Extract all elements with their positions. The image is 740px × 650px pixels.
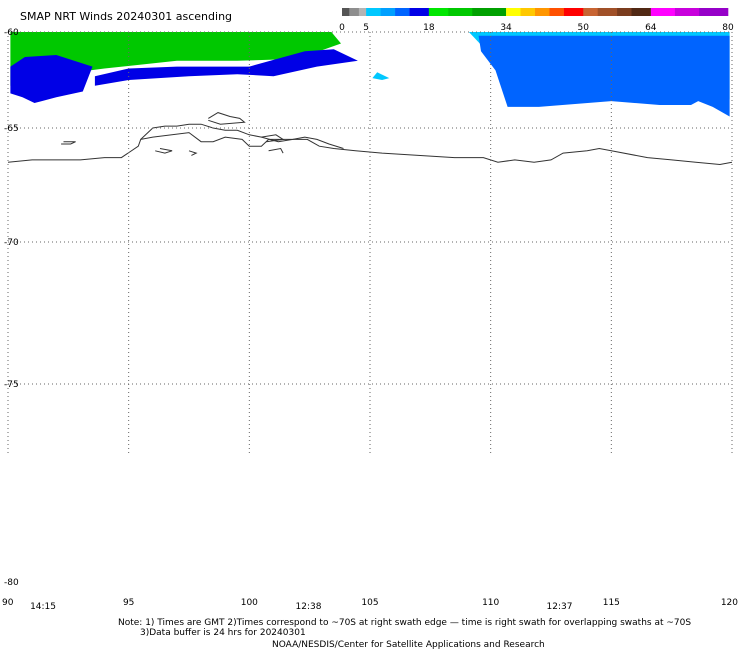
colorbar-segment: [358, 8, 367, 16]
latitude-tick-label: -60: [4, 28, 19, 38]
longitude-tick-label: 95: [123, 598, 134, 608]
wind-field-small-cyan: [372, 72, 390, 80]
colorbar-segment: [472, 8, 507, 16]
colorbar-tick-label: 50: [578, 23, 590, 33]
swath-time-label: 14:15: [30, 602, 56, 612]
colorbar-segment: [448, 8, 473, 16]
wind-field-mid-blue: [94, 49, 358, 86]
colorbar-segment: [409, 8, 430, 16]
colorbar-segment: [617, 8, 632, 16]
colorbar-segment: [699, 8, 729, 16]
longitude-labels: 90 95 100 105 110 115 120: [2, 598, 738, 608]
colorbar-segment: [428, 8, 449, 16]
longitude-tick-label: 100: [241, 598, 258, 608]
colorbar-segment: [674, 8, 700, 16]
coastline-island-3: [188, 150, 198, 156]
colorbar-segment: [650, 8, 676, 16]
wind-field-west-blue-low: [10, 55, 93, 103]
colorbar-segment: [366, 8, 381, 16]
colorbar-segment: [597, 8, 618, 16]
longitude-tick-label: 120: [721, 598, 738, 608]
colorbar-segment: [506, 8, 521, 16]
colorbar-segment: [549, 8, 565, 16]
latitude-tick-label: -65: [4, 124, 19, 134]
swath-time-labels: 14:15 12:38 12:37: [30, 602, 572, 612]
swath-time-label: 12:38: [296, 602, 322, 612]
latitude-labels: -60 -65 -70 -75 -80: [4, 28, 19, 588]
colorbar-tick-label: 64: [645, 23, 657, 33]
colorbar-segment: [631, 8, 652, 16]
coastline-island-5: [261, 134, 285, 143]
coastline-island-1: [61, 141, 76, 145]
colorbar-tick-label: 18: [423, 23, 435, 33]
coastline-shackleton: [140, 123, 344, 149]
wind-fields: [10, 32, 730, 117]
colorbar-segment: [395, 8, 410, 16]
longitude-tick-label: 90: [2, 598, 14, 608]
coastline-island-2: [155, 148, 173, 154]
colorbar-tick-label: 34: [500, 23, 512, 33]
colorbar-tick-label: 0: [339, 23, 345, 33]
colorbar-tick-label: 5: [363, 23, 369, 33]
colorbar-segment: [349, 8, 360, 16]
wind-field-east-blue: [478, 35, 730, 117]
colorbar-segment: [583, 8, 599, 16]
footer-credit: NOAA/NESDIS/Center for Satellite Applica…: [272, 640, 545, 650]
lat-lon-grid: [7, 31, 733, 456]
latitude-tick-label: -70: [4, 238, 19, 248]
colorbar-segment: [520, 8, 536, 16]
longitude-tick-label: 115: [603, 598, 620, 608]
colorbar-segment: [380, 8, 396, 16]
coastline-island-4: [268, 147, 284, 154]
colorbar-tick-labels: 0 5 18 34 50 64 80: [339, 23, 734, 33]
colorbar-tick-label: 80: [722, 23, 734, 33]
latitude-tick-label: -75: [4, 380, 19, 390]
colorbar-segment: [342, 8, 350, 16]
footer-note-line2: 3)Data buffer is 24 hrs for 20240301: [140, 628, 306, 638]
longitude-tick-label: 105: [361, 598, 378, 608]
coastlines: [7, 112, 733, 166]
coastline-shelf-north: [208, 112, 246, 125]
footer-note-line1: Note: 1) Times are GMT 2)Times correspon…: [118, 618, 691, 628]
colorbar-segment: [563, 8, 584, 16]
latitude-tick-label: -80: [4, 578, 19, 588]
map-title: SMAP NRT Winds 20240301 ascending: [20, 10, 232, 23]
longitude-tick-label: 110: [482, 598, 499, 608]
wind-field-west-green: [10, 32, 342, 86]
coastline-main-coast: [7, 132, 733, 166]
swath-time-label: 12:37: [547, 602, 573, 612]
wind-speed-colorbar: [342, 8, 729, 16]
colorbar-segment: [535, 8, 550, 16]
